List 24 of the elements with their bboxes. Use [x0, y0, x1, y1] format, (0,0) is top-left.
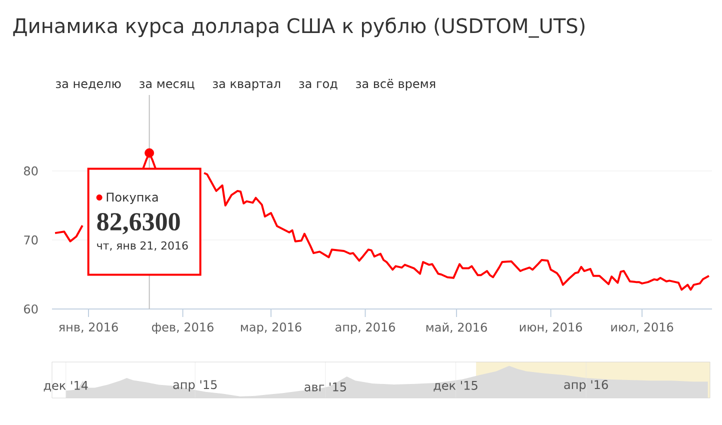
text: за всё время: [356, 78, 436, 90]
x-tick-label: фев, 2016: [152, 322, 214, 334]
y-tick-label: 70: [24, 235, 38, 244]
x-tick-label: июн, 2016: [520, 322, 582, 333]
chart-title: Динамика курса доллара США к рублю (USDTOM_UTS): [13, 17, 584, 38]
y-tick-label: 60: [24, 304, 38, 314]
x-tick-label: дек '15: [434, 381, 478, 392]
annotation: чт, янв 21, 2016: [97, 241, 188, 251]
x-tick-label: апр '15: [173, 380, 217, 392]
legend-label: Покупка: [106, 192, 158, 204]
x-tick-label: дек '14: [44, 381, 88, 392]
x-tick-label: мар, 2016: [240, 322, 302, 334]
x-tick-label: июл, 2016: [611, 322, 674, 333]
text: за месяц: [140, 81, 194, 90]
text: за квартал: [212, 81, 280, 90]
x-tick-label: май, 2016: [426, 322, 487, 334]
y-tick-label: 80: [24, 166, 38, 176]
annotation: 82,6300: [97, 213, 180, 234]
text: за неделю: [56, 81, 121, 90]
x-tick-label: апр '16: [564, 380, 608, 392]
x-tick-label: апр, 2016: [336, 322, 396, 334]
text: за год: [299, 81, 338, 90]
x-tick-label: авг '15: [304, 382, 346, 392]
x-tick-label: янв, 2016: [59, 322, 118, 333]
